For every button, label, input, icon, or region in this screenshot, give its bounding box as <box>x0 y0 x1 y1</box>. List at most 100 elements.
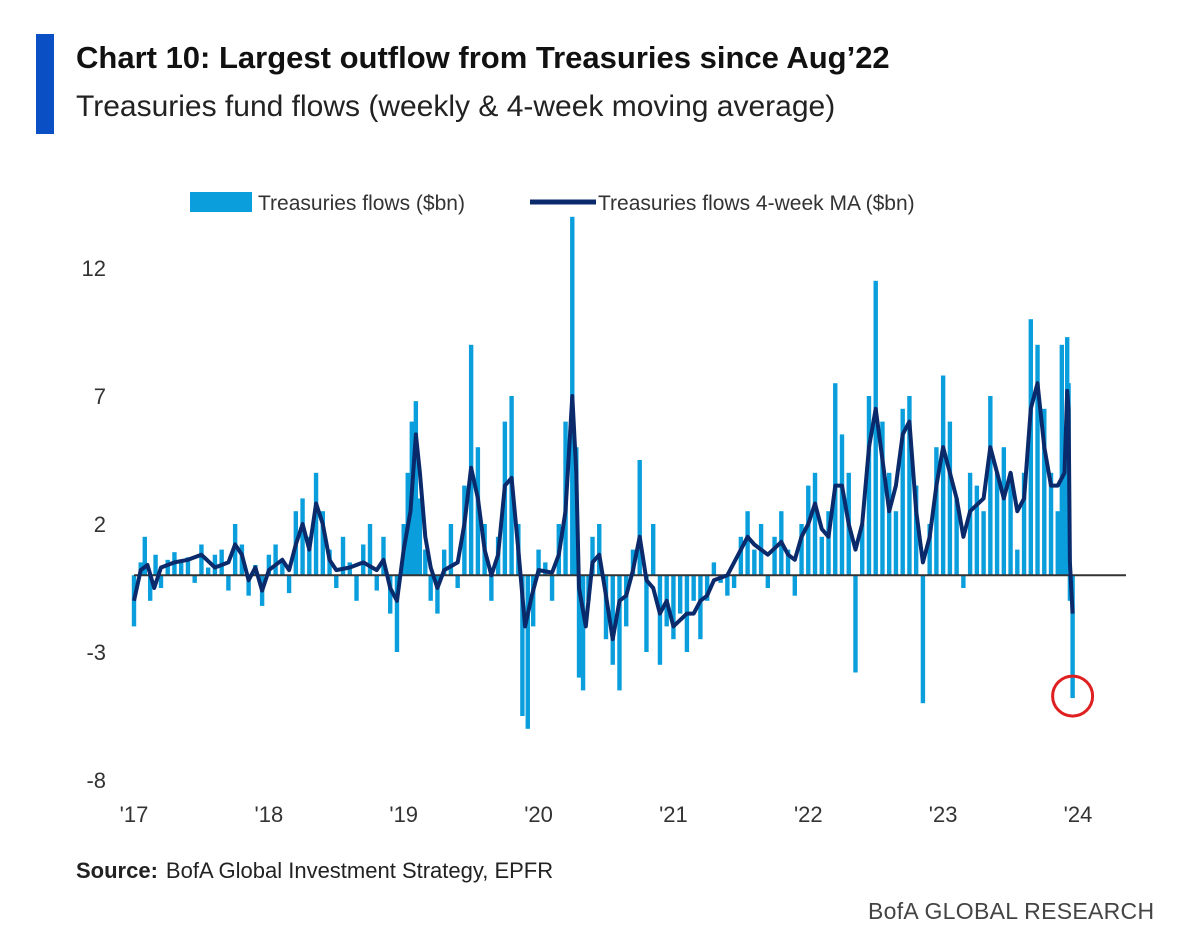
weekly-flow-bar <box>543 562 548 576</box>
weekly-flow-bar <box>1028 319 1033 576</box>
weekly-flow-bar <box>853 575 858 673</box>
weekly-flow-bar <box>1070 575 1075 699</box>
weekly-flow-bar <box>947 421 953 576</box>
weekly-flow-bar <box>752 549 757 576</box>
weekly-flow-bar <box>1015 549 1020 576</box>
x-axis: '17 '18 '19 '20 '21 '22 '23 '24 <box>120 802 1093 827</box>
weekly-flow-bar <box>525 575 530 729</box>
weekly-flow-bar <box>785 549 791 576</box>
weekly-flow-bar <box>590 536 595 576</box>
x-tick-label: '22 <box>794 802 823 827</box>
weekly-flow-bar <box>657 575 663 665</box>
weekly-flow-bar <box>1059 344 1065 576</box>
weekly-flow-bar <box>455 575 460 588</box>
x-tick-label: '19 <box>389 802 418 827</box>
weekly-flow-bar <box>468 344 474 576</box>
weekly-flow-bar <box>226 575 231 591</box>
weekly-flow-bar <box>711 562 717 576</box>
weekly-flow-bar <box>812 472 818 576</box>
weekly-flow-bar <box>313 472 319 576</box>
weekly-flow-bar <box>266 554 272 576</box>
weekly-flow-bar <box>320 511 325 576</box>
weekly-flow-bar <box>185 557 191 576</box>
x-tick-label: '21 <box>659 802 688 827</box>
source-text: BofA Global Investment Strategy, EPFR <box>165 858 554 883</box>
weekly-flow-bar <box>725 575 730 596</box>
highlight-circle <box>1051 674 1095 718</box>
weekly-flow-bar <box>920 575 926 704</box>
weekly-flow-bar <box>772 536 777 576</box>
y-axis: 12 7 2 -3 -8 <box>82 256 106 793</box>
weekly-flow-bar <box>361 544 366 576</box>
weekly-flow-bar <box>205 567 211 576</box>
weekly-flow-bar <box>153 554 158 576</box>
weekly-flow-bar <box>520 575 525 716</box>
weekly-flow-bar <box>428 575 433 601</box>
weekly-flow-bar <box>792 575 797 596</box>
weekly-flow-bar <box>435 575 440 614</box>
weekly-flow-bar <box>354 575 359 601</box>
x-tick-label: '23 <box>929 802 958 827</box>
weekly-flow-bar <box>961 575 966 588</box>
weekly-flow-bar <box>704 575 710 601</box>
chart-area: Treasuries flows ($bn) Treasuries flows 4… <box>82 192 1126 827</box>
weekly-flow-bar <box>597 524 602 576</box>
legend-label-weekly: Treasuries flows ($bn) <box>258 192 465 215</box>
weekly-flow-bar <box>671 575 676 640</box>
weekly-flow-bar <box>893 511 899 576</box>
weekly-flow-bar <box>651 524 656 576</box>
weekly-flow-bar <box>900 408 905 576</box>
brand-label: BofA GLOBAL RESEARCH <box>868 898 1155 924</box>
weekly-flow-bar <box>219 549 224 576</box>
legend-swatch-weekly <box>190 192 252 212</box>
weekly-flow-bar <box>580 575 586 691</box>
legend-label-ma: Treasuries flows 4-week MA ($bn) <box>598 192 915 215</box>
title-accent-bar <box>36 34 54 134</box>
weekly-flow-bar <box>826 511 831 576</box>
x-tick-label: '20 <box>524 802 553 827</box>
weekly-flow-bar <box>179 562 184 576</box>
weekly-flow-bar <box>940 375 946 576</box>
weekly-flow-bar <box>913 485 919 576</box>
weekly-flow-bar <box>388 575 393 614</box>
weekly-flow-bar <box>981 511 986 576</box>
weekly-flow-bar <box>165 559 170 576</box>
weekly-flow-bar <box>806 485 811 576</box>
weekly-flow-bar <box>880 421 885 576</box>
weekly-flow-bar <box>273 544 278 576</box>
weekly-flow-bar <box>731 575 737 588</box>
weekly-flow-bar <box>839 434 845 576</box>
weekly-flow-bar <box>738 536 744 576</box>
weekly-flow-bar <box>745 511 750 576</box>
y-tick-label: 2 <box>94 512 106 537</box>
weekly-flow-bar <box>610 575 615 665</box>
weekly-flow-bar <box>887 472 892 576</box>
weekly-flow-bar <box>246 575 251 596</box>
weekly-flow-bar <box>994 472 1000 576</box>
weekly-flow-bar <box>1035 344 1040 576</box>
moving-average-line <box>132 381 1075 642</box>
weekly-flow-bar <box>860 524 865 576</box>
weekly-flow-bar <box>131 575 137 627</box>
weekly-flow-bar <box>142 536 147 576</box>
weekly-flow-bar <box>394 575 400 652</box>
weekly-flow-bar <box>907 396 912 576</box>
weekly-flow-bar <box>819 536 824 576</box>
weekly-flow-bar <box>1042 408 1047 576</box>
weekly-flow-bar <box>192 575 197 583</box>
chart-legend: Treasuries flows ($bn) Treasuries flows 4… <box>190 192 915 215</box>
weekly-flow-bar <box>698 575 703 640</box>
weekly-flow-bar <box>367 524 373 576</box>
weekly-flow-bar <box>300 498 305 576</box>
chart-subtitle: Treasuries fund flows (weekly & 4-week m… <box>76 90 836 123</box>
weekly-flow-bar <box>417 498 423 576</box>
weekly-flow-bar <box>158 575 164 588</box>
weekly-flow-bar <box>1048 472 1054 576</box>
weekly-flow-bar <box>286 575 292 594</box>
source-label: Source: <box>76 858 158 883</box>
weekly-flow-bar <box>1008 472 1013 576</box>
weekly-flow-bar <box>1055 511 1060 576</box>
chart-title: Chart 10: Largest outflow from Treasurie… <box>76 40 890 75</box>
weekly-flow-bar <box>1001 447 1007 576</box>
y-tick-label: -8 <box>86 768 106 793</box>
